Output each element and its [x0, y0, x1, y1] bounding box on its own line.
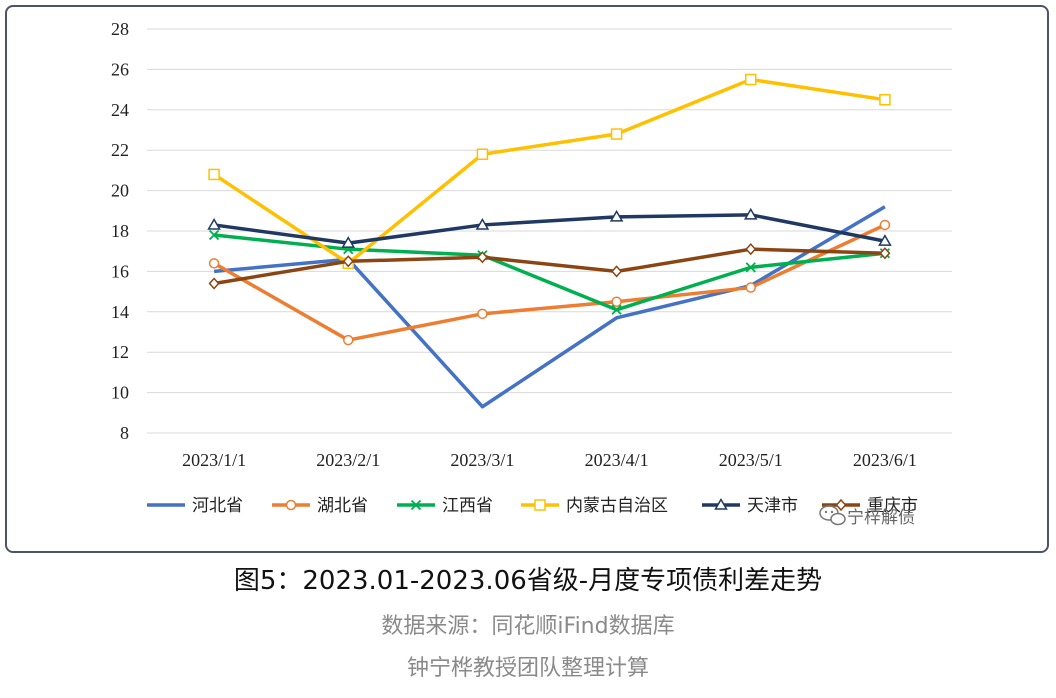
credit-line: 钟宁桦教授团队整理计算	[406, 656, 649, 681]
y-tick-label: 22	[111, 140, 129, 160]
legend: 河北省 湖北省 江西省 内蒙古自治区 天津市 重庆市	[147, 496, 918, 516]
y-tick-label: 18	[111, 221, 129, 241]
y-tick-label: 10	[111, 383, 129, 403]
data-point	[745, 282, 756, 293]
y-tick-label: 12	[111, 342, 129, 362]
data-point	[476, 251, 488, 264]
data-point	[476, 148, 489, 160]
legend-label: 湖北省	[317, 496, 368, 516]
series-重庆市	[208, 243, 891, 290]
data-point	[341, 236, 356, 248]
series-天津市	[207, 207, 892, 248]
y-tick-label: 24	[111, 100, 129, 120]
y-tick-label: 26	[111, 59, 129, 79]
legend-item: 内蒙古自治区	[521, 496, 668, 516]
x-tick-label: 2023/3/1	[450, 450, 514, 470]
data-point	[879, 247, 891, 260]
data-point	[745, 243, 757, 256]
figure-title: 图5：2023.01-2023.06省级-月度专项债利差走势	[233, 566, 823, 596]
data-point	[878, 234, 892, 246]
y-tick-label: 8	[120, 423, 129, 443]
legend-label: 重庆市	[867, 496, 918, 516]
data-point	[745, 73, 757, 86]
series-line	[213, 77, 886, 266]
data-point	[343, 334, 354, 346]
series-line	[213, 247, 885, 286]
data-point	[609, 209, 624, 222]
data-point	[475, 217, 490, 230]
data-point	[610, 128, 623, 140]
series-line	[213, 205, 886, 409]
x-axis-ticks: 2023/1/1 2023/2/1 2023/3/1 2023/4/1 2023/5/1…	[182, 450, 917, 470]
data-source: 数据来源：同花顺iFind数据库	[381, 614, 675, 639]
chart-frame: 8 10 12 14 16 18 20 22 24 26 28 2023/1/1 2023/2/1 20…	[5, 5, 1049, 553]
data-point	[208, 229, 220, 241]
gridlines	[147, 28, 952, 434]
data-point	[611, 304, 622, 315]
series-河北省	[213, 205, 886, 409]
y-tick-label: 14	[111, 302, 129, 322]
x-tick-label: 2023/2/1	[316, 450, 380, 470]
legend-item: 天津市	[702, 496, 798, 516]
y-axis-ticks: 8 10 12 14 16 18 20 22 24 26 28	[111, 19, 129, 443]
data-point	[743, 207, 758, 220]
series-line	[213, 223, 886, 342]
legend-item: 重庆市	[822, 496, 918, 516]
data-point	[611, 296, 622, 307]
data-point	[208, 277, 220, 290]
data-point	[879, 219, 891, 231]
legend-label: 河北省	[192, 496, 243, 516]
data-point	[285, 499, 297, 511]
legend-item: 河北省	[147, 496, 243, 516]
data-point	[342, 255, 354, 268]
x-tick-label: 2023/5/1	[719, 450, 783, 470]
legend-item: 湖北省	[272, 496, 368, 516]
y-tick-label: 16	[111, 261, 129, 281]
series-湖北省	[208, 219, 891, 346]
x-tick-label: 2023/6/1	[853, 450, 917, 470]
legend-item: 江西省	[397, 496, 493, 516]
x-tick-label: 2023/4/1	[585, 450, 649, 470]
data-point	[714, 498, 728, 510]
legend-label: 内蒙古自治区	[566, 496, 668, 516]
y-tick-label: 28	[111, 19, 129, 39]
data-point	[835, 498, 847, 512]
data-point	[208, 258, 220, 269]
watermark: 宁梓解债	[819, 505, 915, 528]
wechat-icon	[819, 505, 846, 526]
data-point	[410, 499, 422, 511]
data-point	[208, 168, 220, 181]
x-tick-label: 2023/1/1	[182, 450, 246, 470]
data-point	[477, 308, 488, 320]
data-point	[745, 262, 756, 273]
data-point	[207, 217, 221, 230]
series-line	[213, 213, 886, 245]
series-江西省	[208, 229, 891, 315]
series-lines	[207, 73, 892, 409]
y-tick-label: 20	[111, 181, 129, 201]
data-point	[611, 265, 623, 278]
legend-label: 天津市	[747, 496, 798, 516]
data-point	[534, 499, 546, 511]
data-point	[879, 93, 891, 106]
watermark-text: 宁梓解债	[847, 508, 915, 528]
legend-label: 江西省	[442, 496, 493, 516]
